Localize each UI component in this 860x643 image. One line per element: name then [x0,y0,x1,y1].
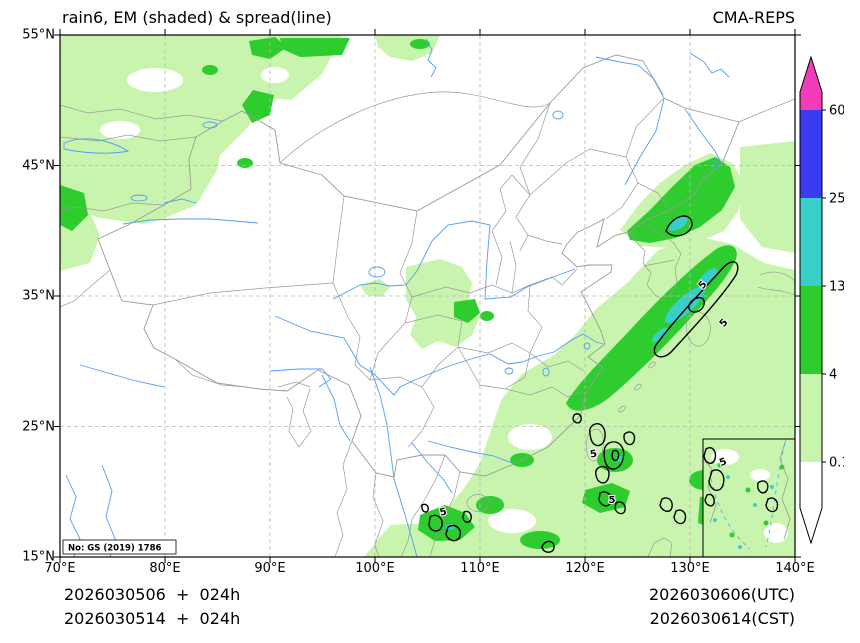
init-time-utc: 2026030506 + 024h [64,585,241,604]
y-tick-label: 15°N [22,549,55,565]
colorbar-tick-label: 0.1 [829,456,844,471]
colorbar-tick-label: 4 [829,368,837,383]
license-stamp-text: No: GS (2019) 1786 [68,544,161,554]
province-borders [60,91,795,557]
x-tick-label: 120°E [565,561,605,576]
x-tick-label: 70°E [44,561,76,576]
init-time-cst: 2026030514 + 024h [64,609,241,628]
spread-contours [421,215,779,553]
colorbar-tick-label: 25 [829,192,844,207]
x-tick-label: 130°E [670,561,710,576]
contour-label: 5 [609,495,616,506]
y-tick-label: 55°N [22,27,55,43]
valid-time-cst: 2026030614(CST) [649,609,795,628]
colorbar-outline [799,55,823,545]
inset-map [702,438,795,557]
x-tick-label: 90°E [254,561,286,576]
inset-border [702,438,795,557]
colorbar-extend-bottom [800,508,822,543]
colorbar-extend-top [800,57,822,92]
contour-label: 5 [439,506,449,518]
rivers [63,38,730,557]
x-tick-label: 80°E [149,561,181,576]
map-svg: 5 5 5 5 5 5 No: GS (2019) 1786 [54,29,801,563]
y-tick-label: 25°N [22,419,55,434]
y-tick-label: 45°N [22,158,55,173]
axis-ticks [54,29,801,563]
x-tick-label: 140°E [775,561,815,576]
contour-label: 5 [589,449,598,461]
model-name: CMA-REPS [712,8,795,27]
license-stamp: No: GS (2019) 1786 [62,539,177,555]
valid-time-utc: 2026030606(UTC) [649,585,795,604]
gridlines [60,35,795,557]
page-title: rain6, EM (shaded) & spread(line) [62,8,332,27]
colorbar-tick-label: 60 [829,104,844,119]
country-borders [97,54,740,478]
colorbar-tick-label: 13 [829,280,844,295]
x-tick-label: 110°E [460,561,500,576]
shading-holes [100,67,552,533]
colorbar: 60 25 13 4 0.1 [799,55,844,545]
x-tick-label: 100°E [355,561,395,576]
y-tick-label: 35°N [22,288,55,304]
